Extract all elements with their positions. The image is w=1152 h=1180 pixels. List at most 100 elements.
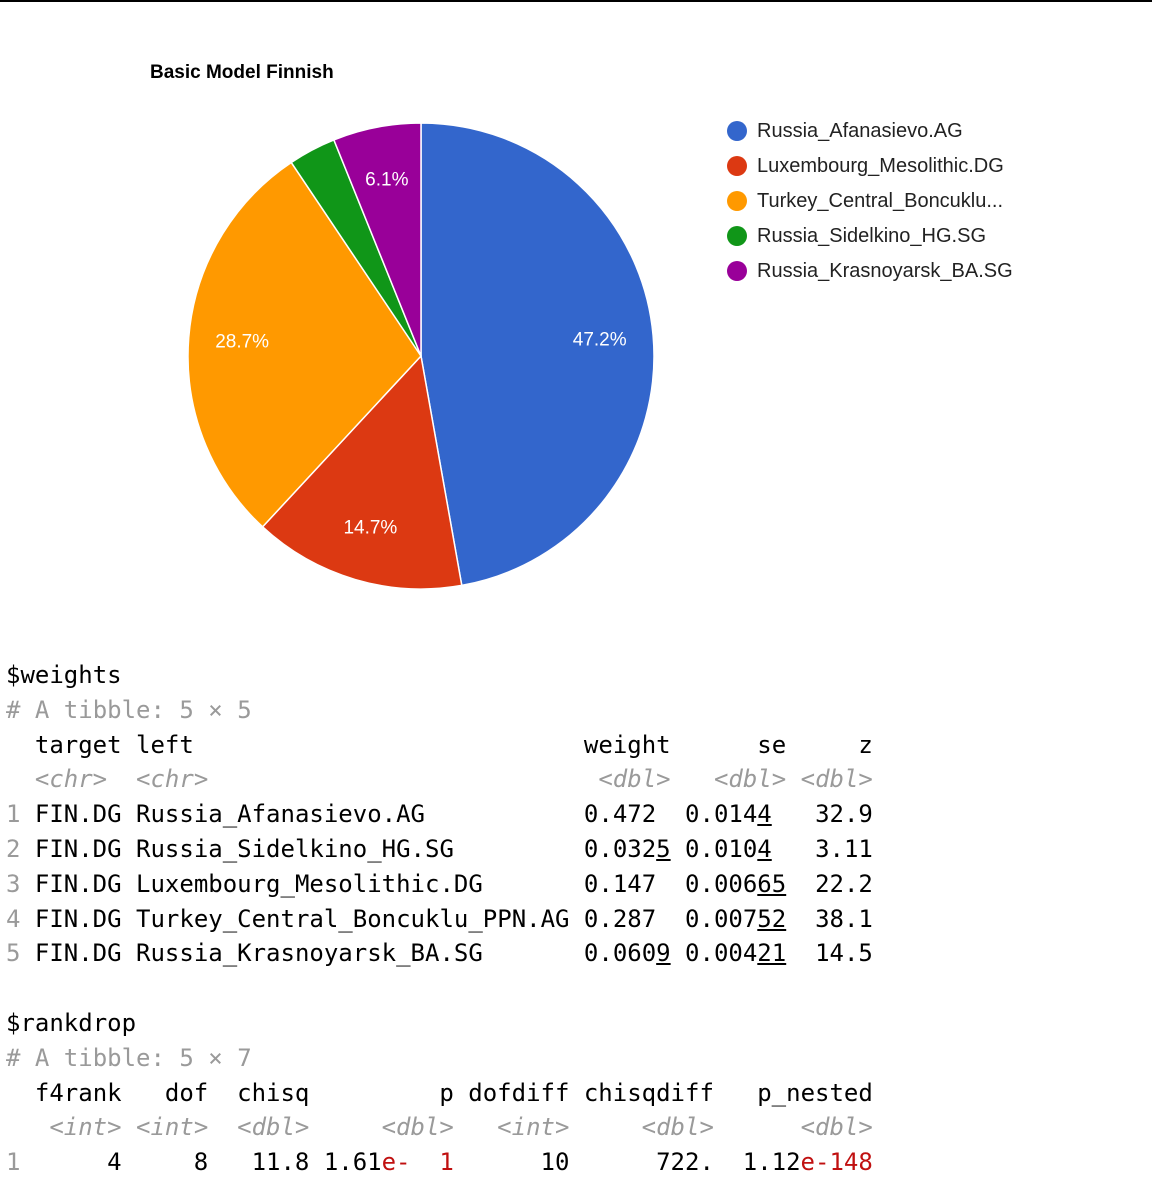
table-row: 2 FIN.DG Russia_Sidelkino_HG.SG 0.0325 0.… [6,832,873,867]
row-number: 5 [6,939,21,968]
weight-sig-digit: 9 [656,939,671,968]
pie-slice-russia-afanasievo-ag [420,122,655,587]
cell-f4rank: 4 [107,1148,122,1177]
cell-se: 0.0104 [685,832,786,867]
legend-label: Luxembourg_Mesolithic.DG [757,155,1004,177]
spacer [569,797,583,832]
spacer [671,832,685,867]
cell-weight: 0.0609 [584,936,671,971]
spacer [671,936,685,971]
spacer [569,832,583,867]
type-p: <dbl> [381,1113,454,1142]
rankdrop-column-types: <int> <int> <dbl> <dbl> <int> <dbl> <dbl… [6,1110,873,1145]
cell-target: FIN.DG [34,939,122,968]
cell-z: 22.2 [815,869,873,898]
type-z: <dbl> [800,765,873,794]
spacer [569,867,583,902]
spacer [122,1145,136,1180]
legend-item-russia-krasnoyarsk-ba-sg: Russia_Krasnoyarsk_BA.SG [727,256,1013,291]
type-se: <dbl> [713,765,787,794]
weight-sig-digit: 5 [656,834,671,863]
table-row: 1 FIN.DG Russia_Afanasievo.AG 0.472 0.014… [6,797,873,832]
cell-target: FIN.DG [34,904,122,933]
legend-label: Turkey_Central_Boncuklu... [757,190,1004,212]
table-row: 4 FIN.DG Turkey_Central_Boncuklu_PPN.AG 0… [6,902,873,937]
p-exponent-marker: e- [381,1148,411,1177]
row-number: 4 [6,904,21,933]
se-digits: 0.007 [685,904,758,933]
type-dofdiff: <int> [497,1113,570,1142]
blank-line [6,971,873,1006]
p-nested-exponent: 148 [829,1148,873,1177]
legend-swatch [727,156,747,176]
p-mantissa: 1.61 [323,1148,382,1177]
cell-se: 0.00665 [685,867,786,902]
row-number: 1 [6,1148,21,1177]
type-chisqdiff: <dbl> [641,1113,714,1142]
cell-z: 38.1 [815,904,873,933]
spacer [671,867,685,902]
chart-legend: Russia_Afanasievo.AG Luxembourg_Mesolithi… [727,116,1013,291]
col-f4rank: f4rank [34,1078,122,1107]
pie-chart: 47.2% 14.7% 28.7% 6.1% [187,122,655,590]
table-row: 5 FIN.DG Russia_Krasnoyarsk_BA.SG 0.0609 … [6,936,873,971]
legend-item-luxembourg-mesolithic-dg: Luxembourg_Mesolithic.DG [727,151,1013,186]
cell-se: 0.0144 [685,797,786,832]
pie-data-label-turkey-central-boncuklu: 28.7% [215,331,269,352]
col-p-nested: p_nested [757,1078,873,1107]
cell-chisq: 11.8 [251,1148,310,1177]
legend-swatch [727,191,747,211]
se-sig-digits: 52 [757,904,787,933]
cell-se: 0.00752 [685,902,786,937]
p-exponent: 1 [439,1148,454,1177]
spacer [20,867,34,902]
cell-left: Turkey_Central_Boncuklu_PPN.AG [136,904,570,933]
col-p: p [439,1078,454,1107]
cell-dofdiff: 10 [540,1148,570,1177]
legend-swatch [727,121,747,141]
se-digits: 0.006 [685,869,758,898]
row-number: 3 [6,869,21,898]
legend-label: Russia_Krasnoyarsk_BA.SG [757,260,1013,282]
se-digits: 0.010 [685,834,758,863]
weights-tibble-info: # A tibble: 5 × 5 [6,695,252,724]
rankdrop-tibble-info: # A tibble: 5 × 7 [6,1043,252,1072]
pie-slice-russia-krasnoyarsk-ba-sg [332,122,422,357]
spacer [786,936,800,971]
cell-z: 3.11 [815,834,873,863]
rankdrop-column-headers: f4rank dof chisq p dofdiff chisqdiff p_n… [6,1076,873,1111]
cell-target: FIN.DG [34,869,122,898]
col-left: left [136,730,194,759]
col-se: se [757,730,787,759]
pie-slice-turkey-central-boncuklu [187,161,422,528]
cell-weight: 0.0325 [584,832,671,867]
spacer [671,797,685,832]
spacer [569,1145,583,1180]
chart-title: Basic Model Finnish [150,62,334,83]
row-number: 2 [6,834,21,863]
legend-item-russia-afanasievo-ag: Russia_Afanasievo.AG [727,116,1013,151]
type-chisq: <dbl> [237,1113,310,1142]
p-exponent-pad [411,1148,440,1176]
cell-z: 14.5 [815,939,873,968]
cell-left: Russia_Sidelkino_HG.SG [136,834,454,863]
p-nested-mantissa: 1.12 [742,1148,801,1177]
type-target: <chr> [34,765,108,794]
type-p-nested: <dbl> [800,1113,873,1142]
legend-item-turkey-central-boncuklu: Turkey_Central_Boncuklu... [727,186,1013,221]
weights-column-headers: target left weight se z [6,728,873,763]
legend-swatch [727,226,747,246]
cell-target: FIN.DG [34,834,122,863]
spacer [671,902,685,937]
weight-digits: 0.472 [583,800,657,829]
cell-p-nested: 1.12e-148 [728,1145,873,1180]
pie-data-label-russia-krasnoyarsk-ba-sg: 6.1% [365,169,408,190]
cell-se: 0.00421 [685,936,786,971]
col-chisqdiff: chisqdiff [583,1078,714,1107]
se-sig-digits: 21 [757,939,787,968]
cell-weight: 0.472 [584,797,671,832]
spacer [20,936,34,971]
top-border [0,0,1152,2]
